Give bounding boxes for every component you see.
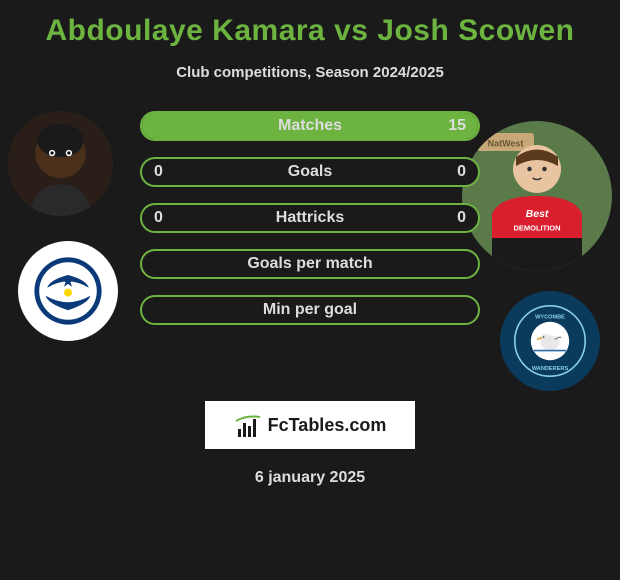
player-right-avatar: NatWest Best DEMOLITION: [462, 121, 612, 271]
stat-label: Matches: [278, 117, 342, 135]
stat-bar: Goals per match: [140, 249, 480, 279]
logo-text: FcTables.com: [268, 415, 387, 436]
stat-label: Hattricks: [276, 209, 344, 227]
player-right-club-badge: WYCOMBE WANDERERS: [500, 291, 600, 391]
stat-bar: Matches 15: [140, 111, 480, 141]
stat-label: Goals per match: [247, 255, 372, 273]
stat-value-left: 0: [154, 209, 184, 227]
svg-text:NatWest: NatWest: [488, 139, 524, 149]
stat-label: Goals: [288, 163, 332, 181]
stat-bar: 0 Goals 0: [140, 157, 480, 187]
player-left-avatar: [8, 111, 113, 216]
svg-text:DEMOLITION: DEMOLITION: [513, 224, 560, 233]
stat-value-right: 0: [436, 209, 466, 227]
svg-text:WANDERERS: WANDERERS: [532, 366, 569, 372]
stat-value-right: 15: [436, 117, 466, 135]
date-label: 6 january 2025: [255, 469, 365, 487]
svg-text:Best: Best: [526, 208, 549, 220]
stat-label: Min per goal: [263, 301, 357, 319]
fctables-logo: FcTables.com: [205, 401, 415, 449]
comparison-panel: NatWest Best DEMOLITION ★: [0, 111, 620, 391]
subtitle: Club competitions, Season 2024/2025: [176, 64, 444, 81]
player-left-club-badge: ★: [18, 241, 118, 341]
stat-bar: 0 Hattricks 0: [140, 203, 480, 233]
stat-bar: Min per goal: [140, 295, 480, 325]
stats-container: Matches 15 0 Goals 0 0 Hattricks 0 Goals per mat…: [140, 111, 480, 341]
stat-value-right: 0: [436, 163, 466, 181]
svg-text:WYCOMBE: WYCOMBE: [535, 315, 565, 321]
page-title: Abdoulaye Kamara vs Josh Scowen: [45, 14, 574, 48]
stat-value-left: 0: [154, 163, 184, 181]
